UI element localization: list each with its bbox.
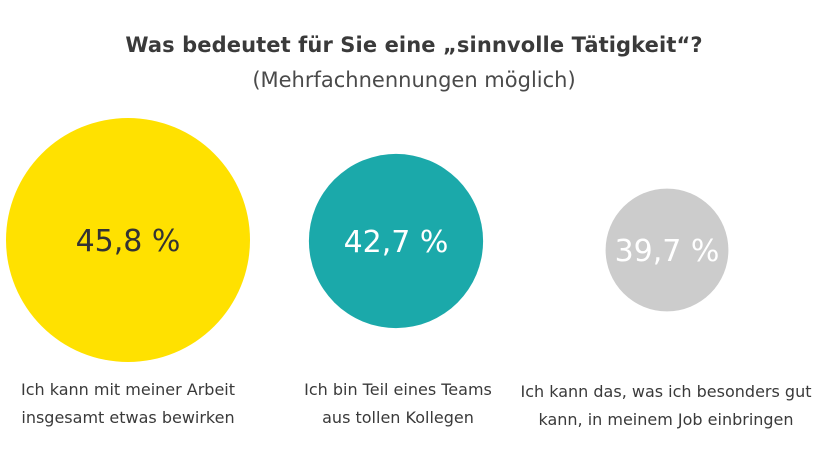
bubble-2 (308, 153, 484, 329)
bubble-1 (6, 118, 250, 362)
bubble-1-value-label: 45,8 % (76, 224, 181, 259)
category-label-1-line-1: Ich kann mit meiner Arbeit (20, 380, 236, 399)
category-label-2-line-1: Ich bin Teil eines Teams (304, 380, 492, 399)
bubble-3-value-label: 39,7 % (615, 234, 720, 269)
category-label-1: Ich kann mit meiner Arbeit insgesamt etw… (0, 376, 256, 432)
bubble-3 (605, 188, 729, 312)
category-label-2: Ich bin Teil eines Teams aus tollen Koll… (270, 376, 526, 432)
category-label-3: Ich kann das, was ich besonders gut kann… (508, 378, 824, 434)
category-label-1-line-2: insgesamt etwas bewirken (21, 408, 235, 427)
category-label-2-line-2: aus tollen Kollegen (322, 408, 474, 427)
category-label-3-line-2: kann, in meinem Job einbringen (538, 410, 794, 429)
bubble-2-value-label: 42,7 % (344, 225, 449, 260)
chart-subtitle: (Mehrfachnennungen möglich) (252, 68, 576, 92)
category-label-3-line-1: Ich kann das, was ich besonders gut (520, 382, 812, 401)
chart-title: Was bedeutet für Sie eine „sinnvolle Tät… (125, 33, 703, 57)
